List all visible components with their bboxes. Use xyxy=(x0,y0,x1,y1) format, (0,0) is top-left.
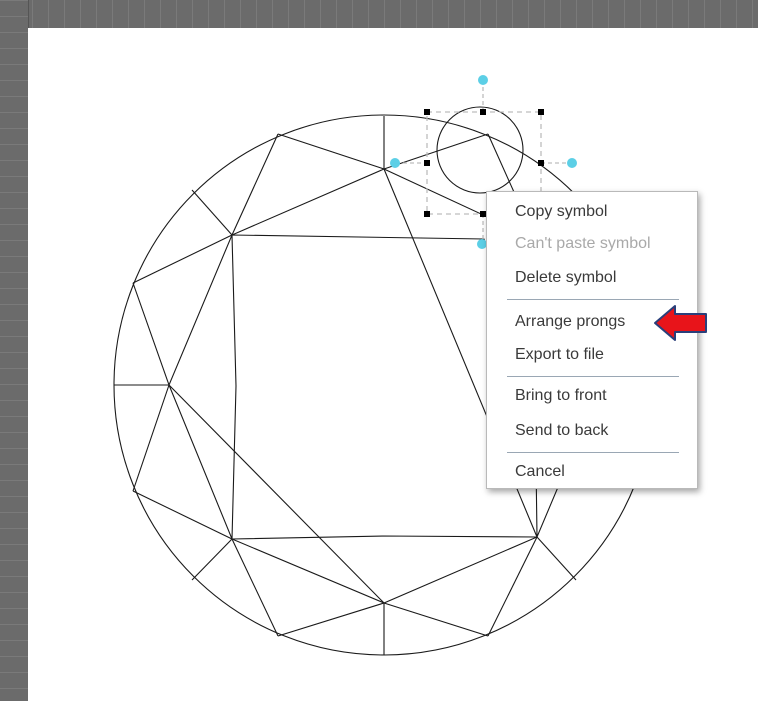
gem-facet-line xyxy=(231,133,279,236)
menu-separator xyxy=(507,452,679,453)
gem-star-line xyxy=(168,384,385,604)
resize-handle-icon[interactable] xyxy=(538,109,544,115)
menu-item-cancel[interactable]: Cancel xyxy=(515,463,565,480)
gem-facet-line xyxy=(383,133,489,170)
menu-item-export-to-file[interactable]: Export to file xyxy=(515,346,604,363)
gem-facet-line xyxy=(277,602,385,637)
prong-circle[interactable] xyxy=(436,106,524,194)
rotation-handle-icon[interactable] xyxy=(567,158,577,168)
gem-facet-line xyxy=(277,133,385,170)
selected-prong-symbol[interactable] xyxy=(390,75,577,249)
rotation-handle-icon[interactable] xyxy=(478,75,488,85)
resize-handle-icon[interactable] xyxy=(480,211,486,217)
menu-separator xyxy=(507,376,679,377)
gem-facet-line xyxy=(191,538,233,581)
rotation-handle-icon[interactable] xyxy=(390,158,400,168)
resize-handle-icon[interactable] xyxy=(424,109,430,115)
gem-facet-line xyxy=(487,536,538,637)
gem-facet-line xyxy=(132,234,233,284)
rotation-handle-icon[interactable] xyxy=(477,239,487,249)
context-menu: Copy symbol Can't paste symbol Delete sy… xyxy=(486,191,698,489)
horizontal-ruler xyxy=(0,0,758,29)
menu-item-arrange-prongs[interactable]: Arrange prongs xyxy=(515,313,626,330)
menu-separator xyxy=(507,299,679,300)
gem-facet-line xyxy=(132,490,233,540)
gem-facet-line xyxy=(132,282,170,386)
menu-item-bring-to-front[interactable]: Bring to front xyxy=(515,387,607,404)
resize-handle-icon[interactable] xyxy=(424,160,430,166)
resize-handle-icon[interactable] xyxy=(538,160,544,166)
menu-item-delete-symbol[interactable]: Delete symbol xyxy=(515,269,617,286)
menu-item-copy-symbol[interactable]: Copy symbol xyxy=(515,203,608,220)
resize-handle-icon[interactable] xyxy=(480,109,486,115)
gem-facet-line xyxy=(231,538,279,637)
gem-facet-line xyxy=(191,189,233,236)
gem-facet-line xyxy=(383,602,489,637)
resize-handle-icon[interactable] xyxy=(424,211,430,217)
menu-item-send-to-back[interactable]: Send to back xyxy=(515,422,609,439)
gem-facet-line xyxy=(132,384,170,492)
menu-item-cant-paste-symbol: Can't paste symbol xyxy=(515,235,651,252)
red-pointer-arrow-icon xyxy=(654,305,707,341)
gem-facet-line xyxy=(536,536,577,581)
